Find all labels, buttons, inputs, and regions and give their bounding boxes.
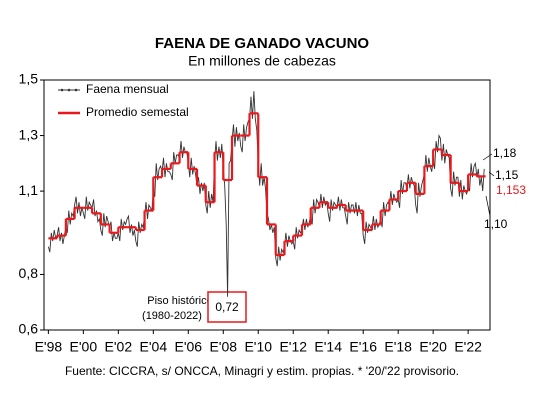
legend-dot (67, 88, 71, 92)
chart-title: FAENA DE GANADO VACUNO (155, 35, 370, 52)
x-tick-label: E'00 (70, 339, 98, 355)
leader-line (485, 195, 491, 217)
legend-label: Promedio semestal (86, 105, 189, 119)
x-tick-label: E'06 (174, 339, 202, 355)
leader-line (488, 171, 495, 177)
leader-line (482, 153, 493, 161)
x-tick-label: E'20 (419, 339, 447, 355)
annotation-box (207, 291, 247, 323)
legend-label: Faena mensual (86, 82, 169, 96)
annotation: (1980-2022) (142, 310, 202, 322)
annotation: 1,18 (493, 146, 517, 160)
x-tick-label: E'22 (454, 339, 482, 355)
x-tick-label: E'18 (384, 339, 412, 355)
x-tick-label: E'08 (209, 339, 237, 355)
annotation: 0,72 (215, 300, 239, 314)
chart-subtitle: En millones de cabezas (188, 53, 336, 69)
y-tick-label: 0,6 (19, 321, 39, 337)
x-tick-label: E'16 (349, 339, 377, 355)
annotation: 1,15 (495, 168, 519, 182)
legend: Faena mensual Promedio semestal (58, 82, 189, 119)
annotation: 1,153 (496, 183, 526, 197)
x-tick-label: E'98 (35, 339, 63, 355)
x-tick-label: E'10 (244, 339, 272, 355)
y-tick-label: 1,3 (19, 126, 39, 142)
footer: Fuente: CICCRA, s/ ONCCA, Minagri y esti… (65, 364, 459, 378)
legend-dot (74, 88, 78, 92)
legend-dot (60, 88, 64, 92)
y-tick-label: 1,1 (19, 182, 39, 198)
plot-frame (43, 79, 491, 331)
annotation: 1,10 (484, 217, 508, 231)
x-tick-label: E'02 (105, 339, 133, 355)
x-tick-label: E'12 (279, 339, 307, 355)
x-tick-label: E'14 (314, 339, 342, 355)
x-tick-label: E'04 (140, 339, 168, 355)
y-tick-label: 0,8 (19, 265, 39, 281)
annotation: Piso histórico (147, 295, 212, 307)
y-tick-label: 1,5 (19, 71, 39, 87)
